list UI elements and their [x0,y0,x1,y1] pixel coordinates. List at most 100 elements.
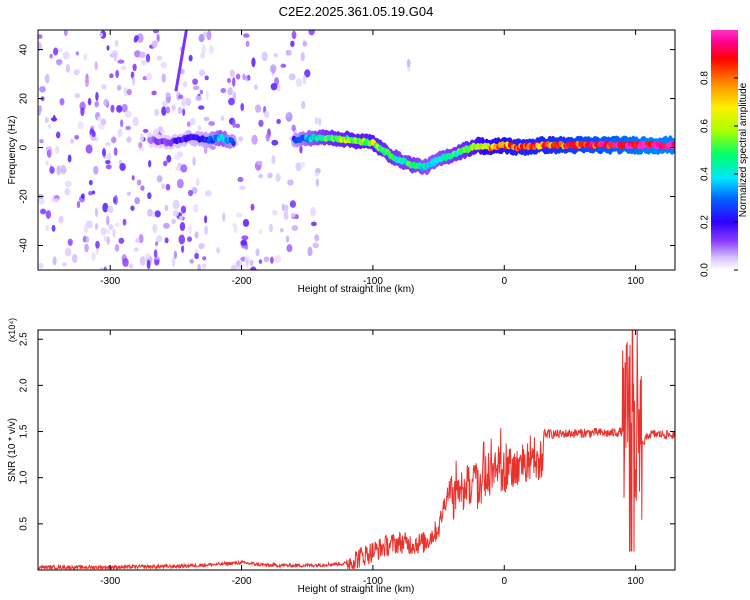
noise-speck [295,78,303,88]
noise-speck [270,256,274,264]
noise-speck [117,128,123,138]
noise-speck [235,260,243,270]
noise-speck [302,74,307,85]
noise-speck [54,145,60,155]
colorbar-tick-label: 0.6 [700,119,711,133]
noise-speck [300,51,305,62]
noise-speck [49,53,53,59]
noise-speck [258,259,263,264]
noise-speck [180,164,188,173]
noise-speck [109,73,114,79]
noise-speck [314,234,320,242]
noise-speck [241,235,249,241]
noise-speck [273,53,278,58]
noise-speck [94,207,99,218]
colorbar-tick-label: 0.8 [700,71,711,85]
noise-speck [106,215,110,226]
noise-speck [203,146,208,154]
x-tick-label: -100 [363,276,383,287]
noise-speck [83,53,88,61]
noise-speck [45,210,51,219]
noise-speck [94,61,98,71]
noise-speck [206,30,212,41]
noise-speck [65,64,70,73]
noise-speck [101,148,107,157]
x-tick-label: 0 [501,276,507,287]
noise-speck [258,173,263,179]
noise-speck [119,162,126,171]
noise-speck [175,166,182,171]
x-tick-label: -200 [232,576,252,587]
noise-speck [145,53,151,63]
noise-speck [62,51,70,60]
noise-speck [247,74,251,81]
y-tick-label: 40 [19,44,30,56]
noise-speck [280,63,287,68]
x-tick-label: -300 [100,576,120,587]
noise-speck [91,190,96,195]
noise-speck [94,222,99,230]
noise-speck [234,123,241,128]
noise-speck [154,108,160,117]
chart-title: C2E2.2025.361.05.19.G04 [279,4,434,19]
noise-speck [160,129,166,135]
noise-speck [121,103,128,113]
noise-speck [204,75,209,81]
spectrogram-y-label: Frequency (Hz) [7,116,18,185]
noise-speck [85,236,90,243]
noise-speck [271,209,278,216]
noise-speck [139,51,146,59]
noise-speck [185,97,192,107]
noise-speck [103,235,108,242]
noise-speck [110,136,117,144]
noise-speck [314,116,319,125]
snr-x-axis: -300 -200 -100 0 100 [100,330,644,587]
noise-speck [287,179,294,186]
noise-speck [117,59,125,64]
noise-speck [198,69,206,77]
noise-speck [80,107,85,117]
x-tick-label: 0 [501,576,507,587]
noise-speck [106,152,112,162]
noise-speck [235,212,243,218]
noise-speck [56,48,64,53]
noise-speck [243,33,250,38]
colorbar-tick-label: 0.0 [700,263,711,277]
noise-speck [84,243,89,253]
noise-speck [95,246,99,255]
noise-speck [254,104,262,113]
noise-speck [155,241,159,247]
noise-speck [301,100,306,110]
noise-speck [114,39,119,47]
noise-speck [171,104,176,111]
noise-speck [64,187,71,196]
noise-speck [302,41,308,47]
noise-speck [194,231,199,239]
noise-speck [136,179,142,186]
noise-speck [165,106,171,114]
noise-speck [189,118,196,126]
noise-speck [52,256,57,266]
noise-speck [197,263,201,270]
noise-speck [178,215,184,221]
noise-speck [110,104,115,113]
noise-speck [310,221,317,227]
noise-speck [291,225,299,231]
noise-speck [74,69,81,74]
noise-speck [276,118,281,124]
snr-scale-label: (x10⁴) [7,318,17,342]
noise-speck [237,176,244,183]
noise-speck [271,139,279,146]
noise-speck [112,196,117,204]
noise-speck [114,244,120,252]
noise-speck [99,267,105,270]
ridge-point [671,141,675,148]
noise-speck [61,262,67,267]
y-tick-label: -20 [19,189,30,204]
noise-speck [179,221,186,232]
noise-speck [188,54,193,62]
noise-speck [178,234,186,245]
snr-y-axis: 0.5 1.0 1.5 2.0 2.5 [19,332,675,531]
noise-speck [112,228,116,238]
